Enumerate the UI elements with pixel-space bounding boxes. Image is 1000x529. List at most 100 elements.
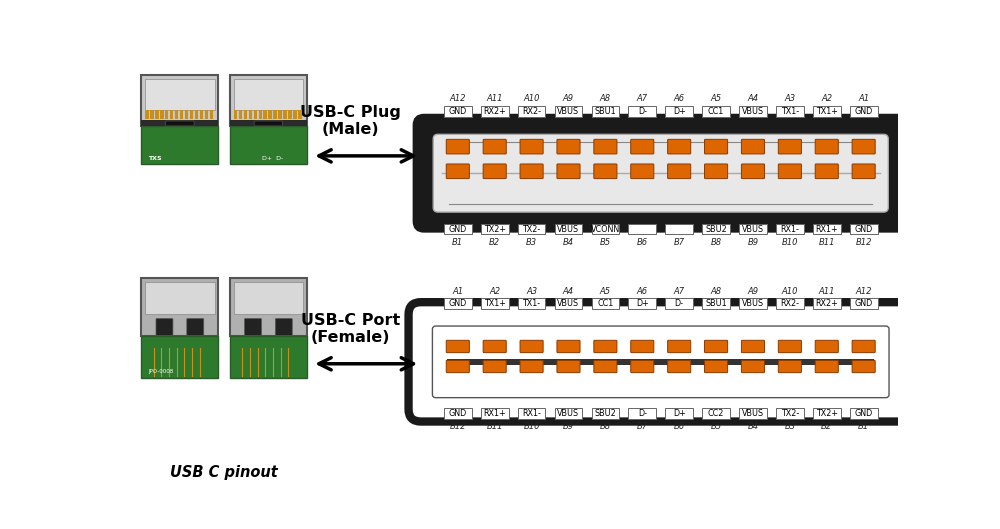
FancyBboxPatch shape (778, 139, 801, 154)
FancyBboxPatch shape (705, 164, 728, 179)
FancyBboxPatch shape (141, 335, 218, 378)
FancyBboxPatch shape (141, 75, 218, 126)
Text: RX1+: RX1+ (483, 409, 506, 418)
FancyBboxPatch shape (776, 224, 804, 234)
FancyBboxPatch shape (288, 110, 292, 119)
FancyBboxPatch shape (741, 164, 765, 179)
Text: A2: A2 (821, 94, 832, 103)
FancyBboxPatch shape (293, 110, 297, 119)
Text: A7: A7 (637, 94, 648, 103)
Text: B3: B3 (526, 238, 537, 247)
Text: D+: D+ (636, 299, 649, 308)
Text: A4: A4 (563, 287, 574, 296)
Text: D-: D- (638, 107, 647, 116)
FancyBboxPatch shape (446, 164, 469, 179)
Text: GND: GND (449, 107, 467, 116)
FancyBboxPatch shape (702, 224, 730, 234)
FancyBboxPatch shape (483, 164, 506, 179)
FancyBboxPatch shape (592, 298, 619, 309)
Text: B2: B2 (489, 238, 500, 247)
Text: RX1-: RX1- (522, 409, 541, 418)
Text: D+  D-: D+ D- (262, 157, 283, 161)
FancyBboxPatch shape (594, 139, 617, 154)
FancyBboxPatch shape (141, 120, 218, 126)
Text: VBUS: VBUS (742, 107, 764, 116)
FancyBboxPatch shape (444, 298, 472, 309)
FancyBboxPatch shape (815, 164, 838, 179)
FancyBboxPatch shape (592, 106, 619, 116)
Text: A7: A7 (674, 287, 685, 296)
FancyBboxPatch shape (557, 139, 580, 154)
FancyBboxPatch shape (665, 408, 693, 419)
FancyBboxPatch shape (628, 298, 656, 309)
Text: B9: B9 (563, 423, 574, 432)
Text: TX2+: TX2+ (484, 224, 506, 233)
Text: VBUS: VBUS (557, 107, 580, 116)
FancyBboxPatch shape (668, 360, 691, 372)
Text: VBUS: VBUS (557, 409, 580, 418)
Text: B5: B5 (600, 238, 611, 247)
Text: D-: D- (675, 299, 684, 308)
Text: GND: GND (449, 224, 467, 233)
FancyBboxPatch shape (520, 360, 543, 372)
FancyBboxPatch shape (298, 110, 302, 119)
Text: B10: B10 (523, 423, 540, 432)
Text: GND: GND (855, 299, 873, 308)
Text: B4: B4 (563, 238, 574, 247)
Text: VBUS: VBUS (742, 299, 764, 308)
FancyBboxPatch shape (813, 224, 841, 234)
Text: A9: A9 (563, 94, 574, 103)
Text: VBUS: VBUS (557, 299, 580, 308)
FancyBboxPatch shape (446, 360, 469, 372)
Text: USB C pinout: USB C pinout (170, 464, 278, 480)
FancyBboxPatch shape (166, 121, 194, 126)
Text: B4: B4 (747, 423, 759, 432)
Text: A8: A8 (711, 287, 722, 296)
FancyBboxPatch shape (230, 335, 307, 378)
FancyBboxPatch shape (668, 340, 691, 353)
FancyBboxPatch shape (815, 340, 838, 353)
Text: GND: GND (449, 409, 467, 418)
FancyBboxPatch shape (185, 110, 188, 119)
Text: TX1-: TX1- (781, 107, 799, 116)
FancyBboxPatch shape (278, 110, 282, 119)
Text: CC1: CC1 (597, 299, 614, 308)
Text: VBUS: VBUS (557, 224, 580, 233)
FancyBboxPatch shape (520, 164, 543, 179)
FancyBboxPatch shape (446, 340, 469, 353)
FancyBboxPatch shape (778, 164, 801, 179)
Text: USB-C Port
(Female): USB-C Port (Female) (301, 313, 400, 345)
Text: A4: A4 (747, 94, 759, 103)
FancyBboxPatch shape (520, 340, 543, 353)
Text: A11: A11 (819, 287, 835, 296)
Text: B12: B12 (855, 238, 872, 247)
FancyBboxPatch shape (230, 75, 307, 126)
FancyBboxPatch shape (150, 110, 154, 119)
FancyBboxPatch shape (145, 79, 215, 110)
Text: GND: GND (855, 224, 873, 233)
Text: TX1-: TX1- (523, 299, 541, 308)
Text: TX2+: TX2+ (816, 409, 838, 418)
FancyBboxPatch shape (776, 298, 804, 309)
Text: B6: B6 (637, 238, 648, 247)
FancyBboxPatch shape (165, 110, 168, 119)
Text: A1: A1 (452, 287, 463, 296)
FancyBboxPatch shape (739, 408, 767, 419)
Text: CC1: CC1 (708, 107, 724, 116)
FancyBboxPatch shape (631, 340, 654, 353)
Text: A1: A1 (858, 94, 869, 103)
FancyBboxPatch shape (518, 106, 545, 116)
FancyBboxPatch shape (705, 360, 728, 372)
Text: TX1+: TX1+ (816, 107, 838, 116)
Text: A12: A12 (855, 287, 872, 296)
FancyBboxPatch shape (160, 110, 164, 119)
FancyBboxPatch shape (850, 298, 878, 309)
FancyBboxPatch shape (230, 278, 307, 335)
Text: B1: B1 (858, 423, 869, 432)
Text: B11: B11 (486, 423, 503, 432)
FancyBboxPatch shape (776, 408, 804, 419)
FancyBboxPatch shape (145, 110, 149, 119)
FancyBboxPatch shape (741, 340, 765, 353)
Text: A8: A8 (600, 94, 611, 103)
FancyBboxPatch shape (628, 224, 656, 234)
